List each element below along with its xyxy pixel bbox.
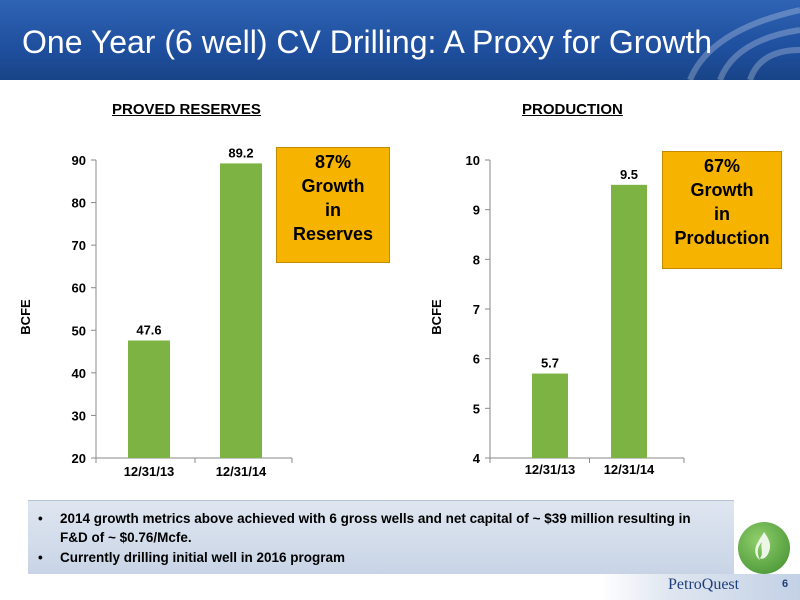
data-label: 5.7: [541, 356, 559, 371]
bar: [128, 340, 170, 458]
chart-title-reserves: PROVED RESERVES: [112, 101, 261, 118]
y-tick-label: 9: [473, 203, 480, 218]
y-tick-label: 50: [72, 323, 86, 338]
bar: [532, 373, 568, 458]
page-number: 6: [782, 578, 789, 590]
x-tick-label: 12/31/13: [124, 464, 175, 479]
y-tick-label: 7: [473, 302, 480, 317]
chart-title-production: PRODUCTION: [522, 101, 623, 118]
data-label: 89.2: [228, 145, 253, 160]
header-swirl-decoration: [687, 7, 800, 80]
y-axis-label: BCFE: [429, 299, 444, 335]
data-label: 9.5: [620, 167, 638, 182]
bar: [611, 184, 647, 459]
y-tick-label: 30: [72, 408, 86, 423]
callout-production-growth: 67% Growth in Production: [662, 151, 782, 269]
flame-icon: [755, 532, 771, 560]
callout-production-line-2: Growth: [690, 180, 754, 200]
bullet-item: • 2014 growth metrics above achieved wit…: [38, 509, 718, 547]
bullet-text: Currently drilling initial well in 2016 …: [60, 550, 346, 565]
slide-title: One Year (6 well) CV Drilling: A Proxy f…: [22, 24, 713, 60]
y-tick-label: 20: [72, 451, 86, 466]
x-tick-label: 12/31/14: [216, 464, 267, 479]
callout-reserves-line-2: Growth: [301, 176, 365, 196]
x-tick-label: 12/31/13: [525, 462, 576, 477]
bullet-item: • Currently drilling initial well in 201…: [38, 548, 718, 567]
y-tick-label: 4: [473, 451, 481, 466]
bar-charts: 20 30 40 50 60 70 80 90 47.6 12/31/13 89.2 12/31/14…: [18, 145, 685, 479]
bullet-box: • 2014 growth metrics above achieved wit…: [28, 500, 734, 574]
bar: [220, 163, 262, 459]
bullet-icon: •: [38, 550, 43, 565]
bullet-icon: •: [38, 511, 43, 526]
callout-reserves-growth: 87% Growth in Reserves: [276, 147, 390, 263]
callout-reserves-line-4: Reserves: [292, 224, 374, 244]
y-tick-label: 8: [473, 252, 480, 267]
callout-production-line-3: in: [714, 204, 730, 224]
x-tick-label: 12/31/14: [604, 462, 655, 477]
y-tick-label: 90: [72, 153, 86, 168]
brand-wordmark: PetroQuest: [668, 576, 740, 593]
data-label: 47.6: [136, 323, 161, 338]
y-tick-label: 6: [473, 352, 480, 367]
y-axis-label: BCFE: [18, 299, 33, 335]
bullet-text: 2014 growth metrics above achieved with …: [60, 511, 691, 545]
callout-reserves-line-1: 87%: [314, 152, 352, 172]
footer-band: [600, 574, 800, 600]
callout-production-line-1: 67%: [703, 156, 741, 176]
callout-production-line-4: Production: [674, 228, 770, 248]
title-bar: One Year (6 well) CV Drilling: A Proxy f…: [0, 0, 800, 80]
y-tick-label: 80: [72, 196, 86, 211]
y-tick-label: 40: [72, 366, 86, 381]
y-tick-label: 70: [72, 238, 86, 253]
y-tick-label: 60: [72, 281, 86, 296]
y-tick-label: 10: [466, 153, 480, 168]
y-tick-label: 5: [473, 401, 480, 416]
callout-reserves-line-3: in: [325, 200, 341, 220]
